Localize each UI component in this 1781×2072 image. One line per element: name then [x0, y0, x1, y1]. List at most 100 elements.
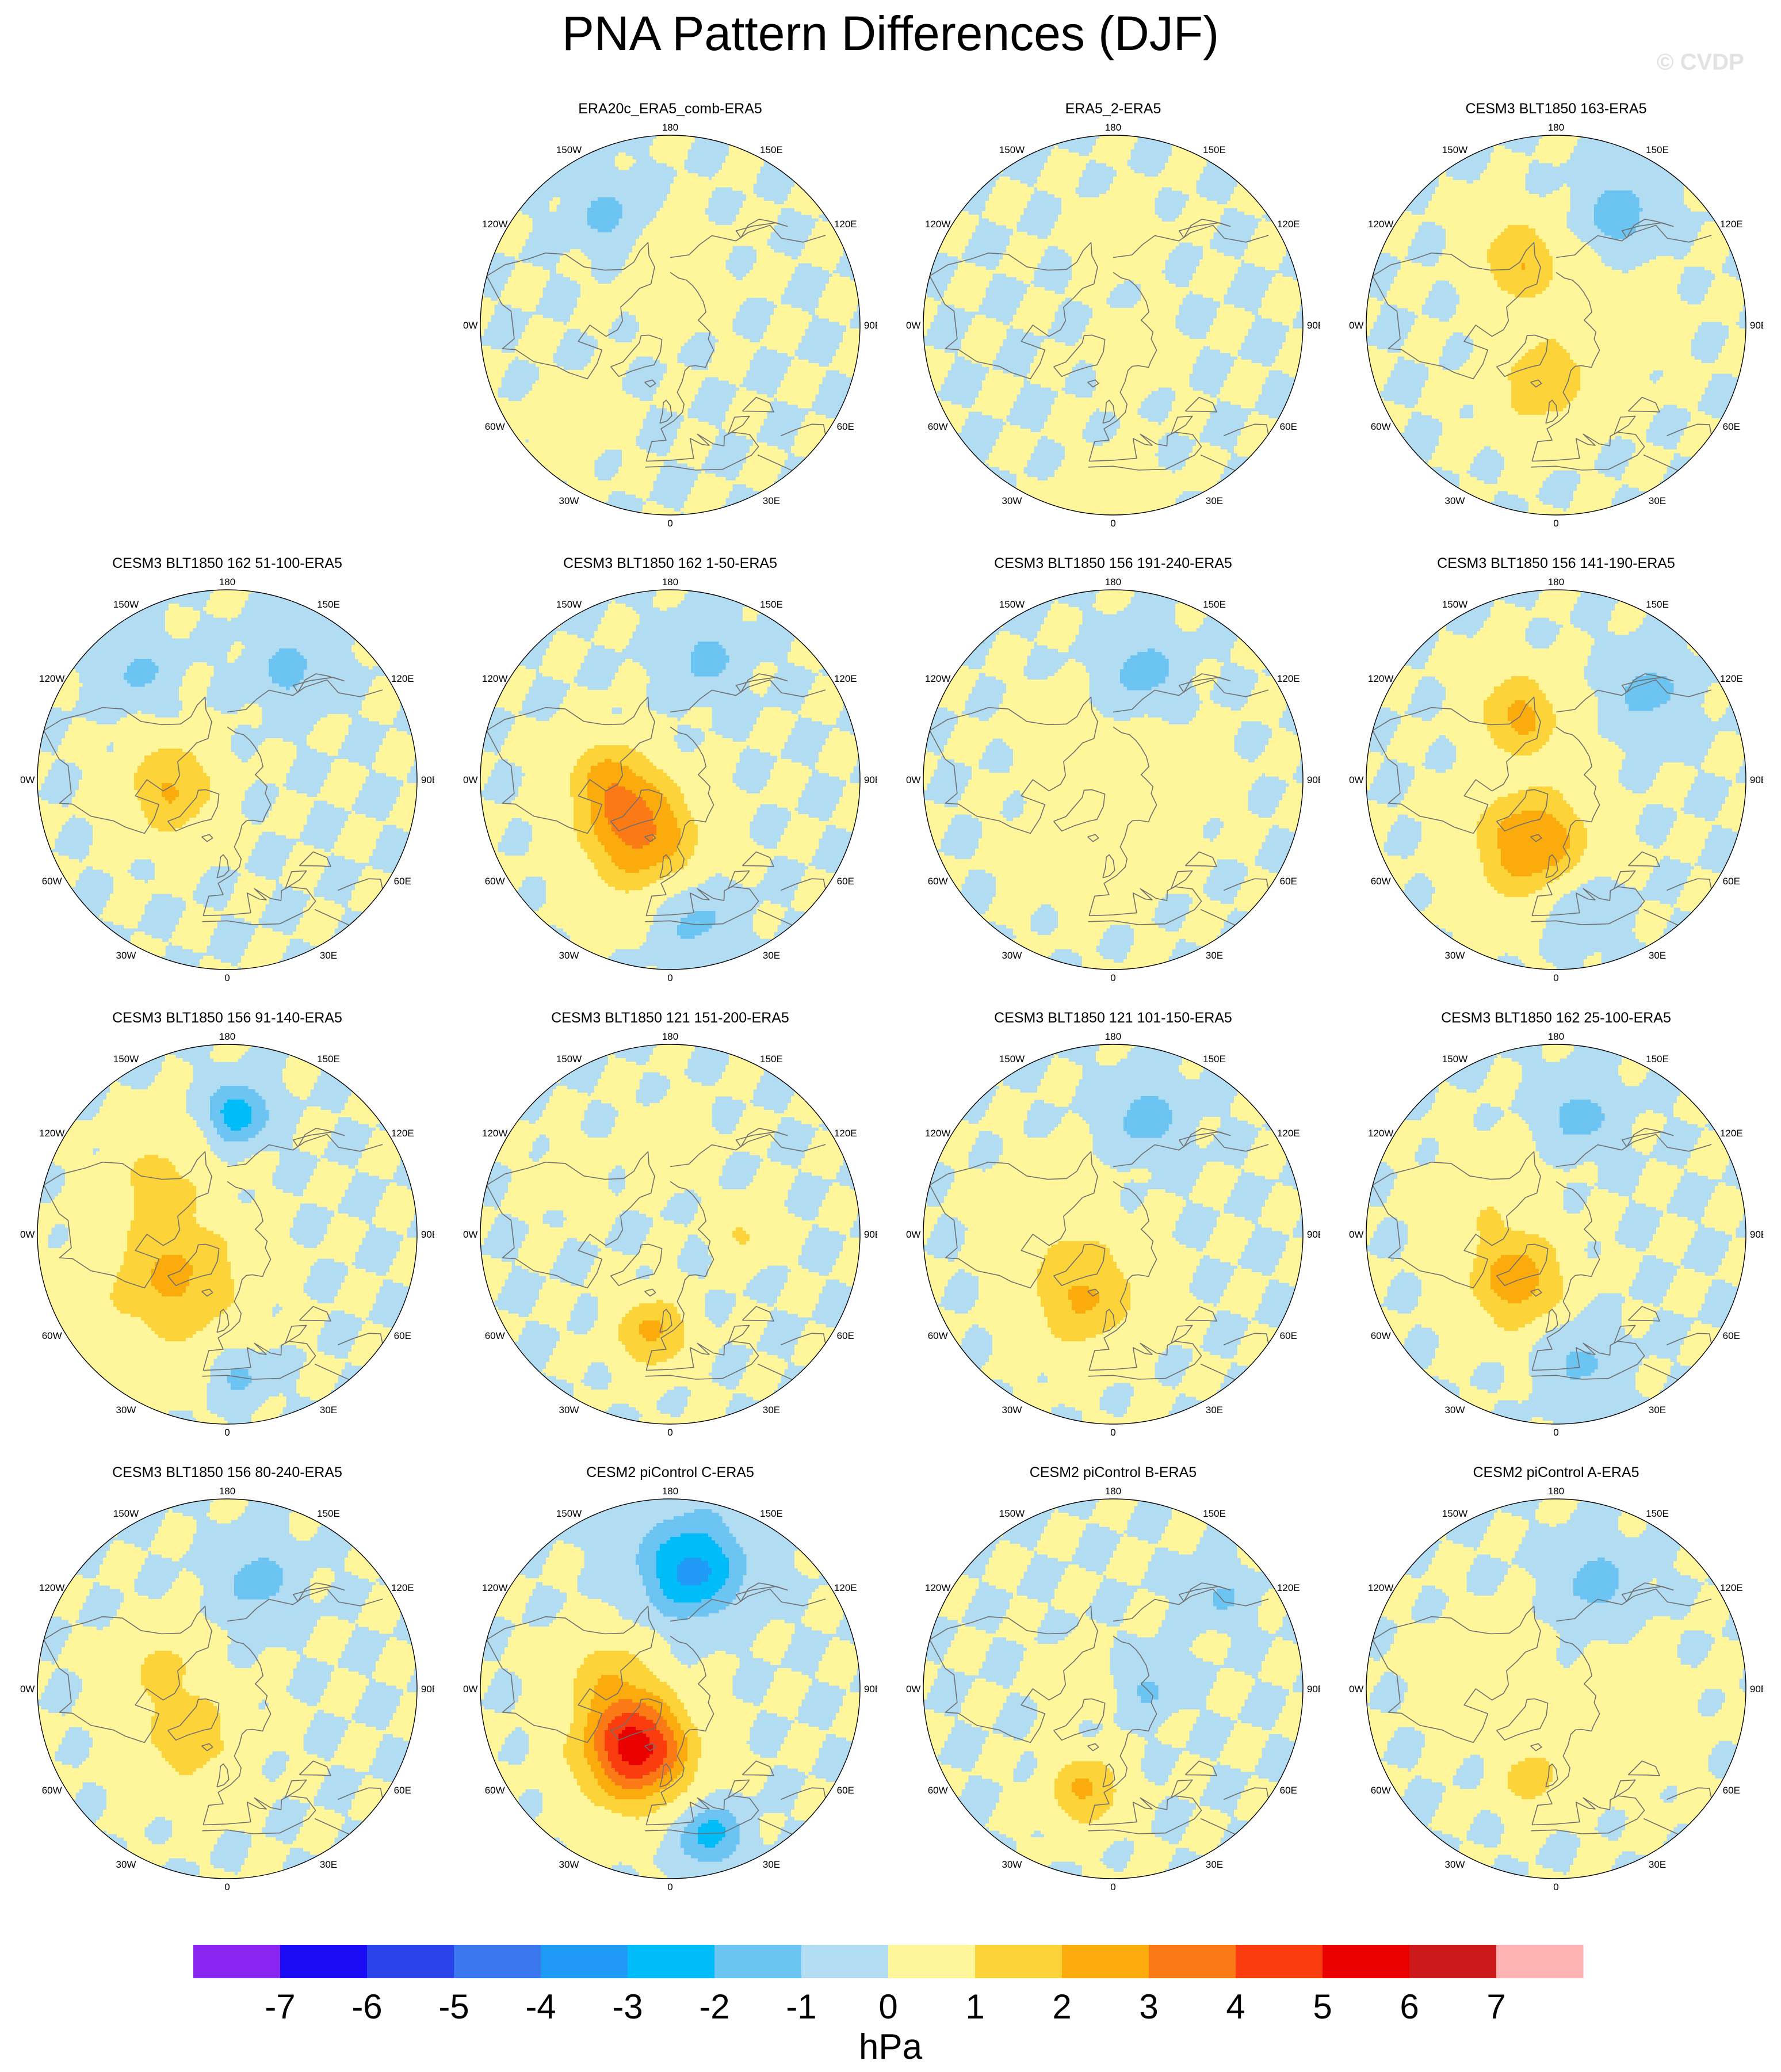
- longitude-label: 0: [224, 1882, 230, 1892]
- longitude-label: 120W: [482, 1582, 507, 1593]
- longitude-label: 90W: [906, 774, 920, 785]
- longitude-label: 120E: [1720, 219, 1743, 230]
- longitude-label: 90E: [864, 1229, 877, 1240]
- longitude-label: 120E: [1277, 673, 1300, 684]
- polar-map: 0 30E 60E 90E 120E 150E 180 150W 120W 90W 60W 30W: [20, 1486, 434, 1892]
- longitude-label: 120W: [1368, 1582, 1393, 1593]
- coastlines: [43, 673, 386, 933]
- longitude-label: 120W: [925, 673, 950, 684]
- panel-title: CESM3 BLT1850 121 101-150-ERA5: [994, 1010, 1232, 1026]
- longitude-label: 150W: [999, 1508, 1025, 1519]
- page-title: PNA Pattern Differences (DJF): [561, 6, 1220, 60]
- longitude-label: 180: [219, 1486, 235, 1497]
- map-panel: CESM3 BLT1850 162 51-100-ERA5 0 30E 60E 90E 1…: [20, 555, 434, 993]
- longitude-label: 150E: [1203, 599, 1226, 610]
- longitude-label: 30E: [1649, 1405, 1666, 1415]
- longitude-label: 90W: [20, 774, 35, 785]
- longitude-label: 90W: [906, 320, 920, 331]
- longitude-label: 30W: [116, 1859, 136, 1870]
- longitude-label: 150W: [556, 1508, 582, 1519]
- longitude-label: 60E: [1280, 1785, 1297, 1796]
- longitude-label: 60W: [928, 876, 948, 887]
- panel-title: CESM3 BLT1850 162 51-100-ERA5: [112, 555, 342, 571]
- longitude-label: 60E: [394, 876, 411, 887]
- colorbar-swatch: [975, 1945, 1063, 1978]
- longitude-label: 180: [662, 577, 678, 587]
- colorbar-swatch: [454, 1945, 541, 1978]
- panel-title: CESM3 BLT1850 162 1-50-ERA5: [563, 555, 777, 571]
- longitude-label: 90W: [463, 1684, 477, 1695]
- longitude-label: 30E: [763, 495, 780, 506]
- longitude-label: 60W: [485, 1330, 505, 1341]
- longitude-label: 60E: [837, 1785, 854, 1796]
- longitude-label: 60W: [42, 1785, 62, 1796]
- longitude-label: 150E: [317, 599, 340, 610]
- colorbar-swatch: [1062, 1945, 1149, 1978]
- coastlines: [1372, 673, 1715, 933]
- panel-title: ERA20c_ERA5_comb-ERA5: [578, 101, 762, 117]
- longitude-label: 150E: [1203, 144, 1226, 155]
- colorbar-swatch: [541, 1945, 628, 1978]
- longitude-label: 120W: [925, 1582, 950, 1593]
- panel-title: CESM2 piControl B-ERA5: [1029, 1464, 1197, 1480]
- longitude-label: 60W: [928, 1785, 948, 1796]
- polar-map: 0 30E 60E 90E 120E 150E 180 150W 120W 90W 60W 30W: [463, 1031, 877, 1438]
- longitude-label: 90E: [421, 1229, 434, 1240]
- longitude-label: 180: [662, 1486, 678, 1497]
- longitude-label: 60W: [42, 1330, 62, 1341]
- longitude-label: 60E: [837, 421, 854, 432]
- longitude-label: 30E: [1649, 1859, 1666, 1870]
- longitude-label: 120W: [482, 673, 507, 684]
- longitude-label: 90W: [463, 1229, 477, 1240]
- longitude-label: 150E: [760, 144, 783, 155]
- longitude-label: 60W: [928, 1330, 948, 1341]
- polar-map: 0 30E 60E 90E 120E 150E 180 150W 120W 90W 60W 30W: [463, 1486, 877, 1892]
- longitude-label: 0: [1553, 1882, 1558, 1892]
- longitude-label: 150W: [1442, 1054, 1467, 1064]
- colorbar-swatch: [888, 1945, 976, 1978]
- panel-title: CESM3 BLT1850 121 151-200-ERA5: [551, 1010, 789, 1026]
- longitude-label: 90W: [463, 774, 477, 785]
- longitude-label: 180: [219, 1031, 235, 1042]
- longitude-label: 180: [662, 1031, 678, 1042]
- filled-contours: [1366, 1044, 1746, 1424]
- longitude-label: 150E: [317, 1054, 340, 1064]
- longitude-label: 90E: [864, 320, 877, 331]
- filled-contours: [923, 135, 1303, 515]
- filled-contours: [923, 1044, 1303, 1424]
- longitude-label: 180: [1548, 577, 1564, 587]
- longitude-label: 0: [1110, 972, 1115, 983]
- longitude-label: 120W: [482, 219, 507, 230]
- longitude-label: 60W: [1371, 1330, 1391, 1341]
- longitude-label: 30W: [116, 950, 136, 961]
- longitude-label: 150E: [1646, 144, 1669, 155]
- polar-map: 0 30E 60E 90E 120E 150E 180 150W 120W 90W 60W 30W: [1349, 1031, 1763, 1438]
- longitude-label: 0: [667, 518, 672, 529]
- longitude-label: 120E: [834, 1582, 857, 1593]
- longitude-label: 90E: [1307, 1229, 1320, 1240]
- longitude-label: 150E: [317, 1508, 340, 1519]
- map-panel: CESM2 piControl C-ERA5 0 30E 60E 90E 120E 150E…: [463, 1464, 877, 1902]
- longitude-label: 60E: [1723, 1330, 1740, 1341]
- longitude-label: 60W: [42, 876, 62, 887]
- longitude-label: 150W: [1442, 599, 1467, 610]
- longitude-label: 30E: [763, 950, 780, 961]
- panel-title: CESM3 BLT1850 162 25-100-ERA5: [1441, 1010, 1671, 1026]
- longitude-label: 30E: [1206, 1859, 1223, 1870]
- longitude-label: 90E: [864, 1684, 877, 1695]
- colorbar-swatch: [628, 1945, 715, 1978]
- longitude-label: 0: [1553, 1427, 1558, 1438]
- filled-contours: [923, 1499, 1303, 1879]
- longitude-label: 30W: [116, 1405, 136, 1415]
- longitude-label: 120E: [834, 1128, 857, 1139]
- longitude-label: 60W: [485, 421, 505, 432]
- longitude-label: 90E: [421, 774, 434, 785]
- longitude-label: 30E: [320, 950, 337, 961]
- map-panel: CESM3 BLT1850 163-ERA5 0 30E 60E 90E 120E 150E…: [1349, 101, 1763, 538]
- longitude-label: 150W: [556, 599, 582, 610]
- map-panel: CESM3 BLT1850 162 1-50-ERA5 0 30E 60E 90E 120…: [463, 555, 877, 993]
- longitude-label: 90W: [1349, 1229, 1363, 1240]
- longitude-label: 90E: [1307, 1684, 1320, 1695]
- colorbar-tick-label: 1: [965, 1987, 984, 2026]
- longitude-label: 120E: [1277, 219, 1300, 230]
